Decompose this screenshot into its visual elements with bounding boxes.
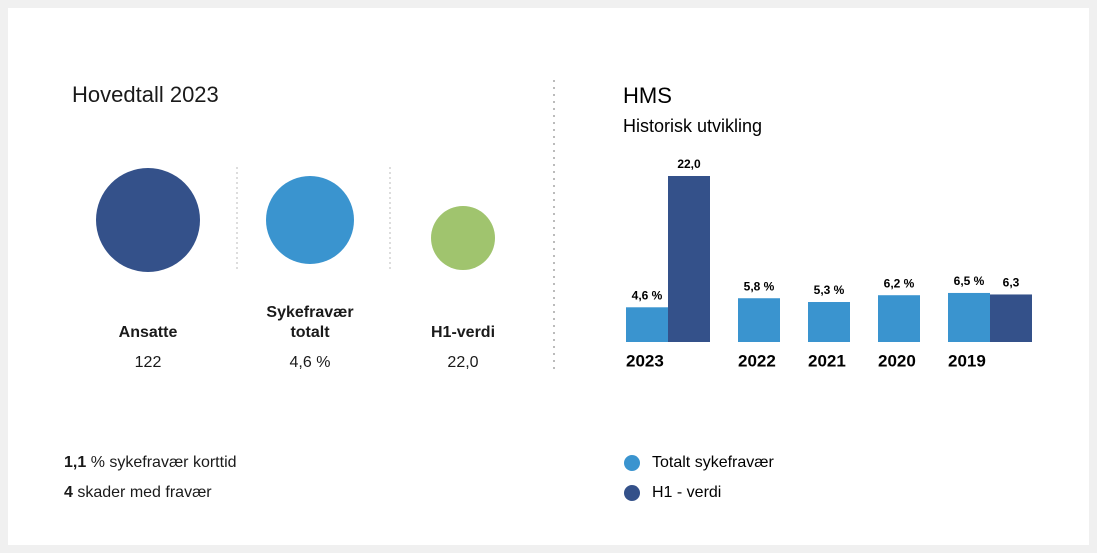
- note-value: 4: [64, 484, 73, 501]
- x-tick-label: 2022: [738, 351, 776, 370]
- chart-title: HMS: [623, 83, 672, 108]
- bar: [878, 295, 920, 342]
- value-label: 6,2 %: [884, 276, 915, 290]
- x-tick-label: 2019: [948, 351, 986, 370]
- kf-label: Ansatte: [118, 324, 178, 341]
- kf-label: Sykefravær totalt: [266, 304, 354, 341]
- value-label: 5,3 %: [814, 283, 845, 297]
- bar: [668, 176, 710, 342]
- bar: [626, 307, 668, 342]
- kf-value: 22,0: [447, 354, 479, 371]
- value-label: 6,3: [1003, 276, 1020, 290]
- value-label: 22,0: [677, 157, 701, 171]
- value-label: 5,8 %: [744, 279, 775, 293]
- bar: [948, 292, 990, 342]
- chart-subtitle: Historisk utvikling: [623, 116, 762, 136]
- kf-value: 122: [134, 354, 162, 371]
- title: Hovedtall 2023: [72, 82, 219, 107]
- bar: [990, 294, 1032, 342]
- note-value: 1,1: [64, 454, 87, 471]
- bar: [808, 302, 850, 342]
- circle: [431, 206, 495, 270]
- note-text: skader med fravær: [77, 484, 212, 501]
- x-tick-label: 2020: [878, 351, 916, 370]
- kf-value: 4,6 %: [289, 354, 331, 371]
- legend-label: Totalt sykefravær: [652, 454, 774, 471]
- circle: [96, 168, 200, 272]
- legend-label: H1 - verdi: [652, 484, 721, 501]
- x-tick-label: 2021: [808, 351, 846, 370]
- bar: [738, 298, 780, 342]
- value-label: 4,6 %: [632, 288, 663, 302]
- panel: [8, 8, 1089, 545]
- note-text: % sykefravær korttid: [90, 454, 237, 471]
- note: 1,1 % sykefravær korttid: [64, 454, 237, 472]
- value-label: 6,5 %: [954, 274, 985, 288]
- x-tick-label: 2023: [626, 351, 664, 370]
- circle: [266, 176, 354, 264]
- kf-label: H1-verdi: [430, 324, 496, 341]
- note: 4 skader med fravær: [64, 484, 212, 502]
- legend-swatch: [624, 455, 640, 471]
- legend-swatch: [624, 485, 640, 501]
